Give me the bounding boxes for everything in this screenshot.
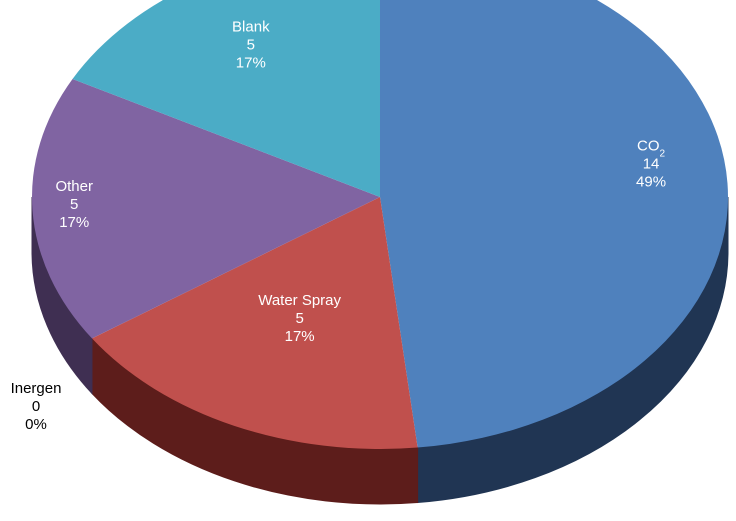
pie-slice-blank	[72, 0, 380, 197]
pie-tops-layer	[31, 0, 728, 449]
pie-label-name-other: Other	[55, 178, 93, 195]
pie-label-other: Other 5 17%	[55, 178, 93, 231]
pie-slice-co	[380, 0, 728, 448]
pie-label-water-spray: Water Spray 5 17%	[258, 292, 341, 345]
pie-label-value-inergen: 0	[32, 398, 40, 415]
pie-label-value-co: 14	[643, 155, 660, 172]
pie-label-percent-water-spray: 17%	[285, 328, 315, 345]
pie-label-subscript-co: 2	[660, 148, 666, 159]
pie-label-percent-blank: 17%	[236, 55, 266, 72]
pie-slice-water-spray	[91, 197, 418, 449]
pie-label-co: CO2 14 49%	[636, 137, 666, 190]
pie-label-value-water-spray: 5	[295, 310, 303, 327]
pie-labels-layer: CO2 14 49%Water Spray 5 17%Inergen 0 0%Other 5 1…	[11, 19, 666, 433]
pie-label-percent-other: 17%	[59, 214, 89, 231]
pie-label-value-blank: 5	[247, 37, 255, 54]
pie-slice-other	[31, 78, 381, 339]
pie-label-name-inergen: Inergen	[11, 380, 62, 397]
pie-label-inergen: Inergen 0 0%	[11, 380, 62, 433]
pie-label-name-co: CO	[637, 137, 660, 154]
pie-label-blank: Blank 5 17%	[232, 19, 270, 72]
pie-label-value-other: 5	[70, 196, 78, 213]
pie-label-percent-inergen: 0%	[25, 416, 47, 433]
pie-label-percent-co: 49%	[636, 173, 666, 190]
pie-label-name-blank: Blank	[232, 19, 270, 36]
pie-label-name-water-spray: Water Spray	[258, 292, 341, 309]
